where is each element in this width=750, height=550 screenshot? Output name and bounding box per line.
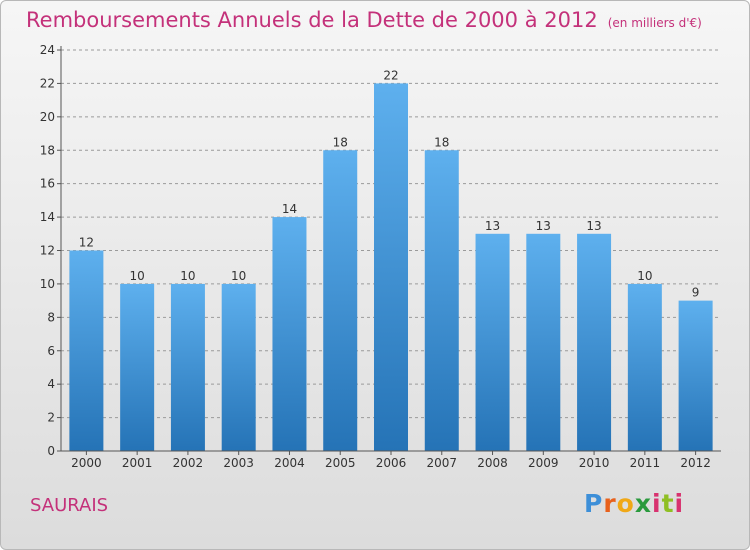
bar-2006 xyxy=(374,83,408,452)
bar-2000 xyxy=(69,250,104,451)
data-label-2009: 13 xyxy=(536,219,551,233)
data-label-2005: 18 xyxy=(333,135,348,149)
bar-2001 xyxy=(120,283,155,451)
y-tick-label-10: 10 xyxy=(40,277,55,291)
y-tick-label-18: 18 xyxy=(40,143,55,157)
data-label-2010: 13 xyxy=(586,219,601,233)
x-tick-label-2010: 2010 xyxy=(579,456,610,470)
bar-2004 xyxy=(272,217,307,451)
commune-name: SAURAIS xyxy=(30,495,109,516)
x-tick-label-2003: 2003 xyxy=(223,456,254,470)
x-tick-label-2011: 2011 xyxy=(630,456,661,470)
y-tick-label-0: 0 xyxy=(47,444,55,458)
x-tick-label-2009: 2009 xyxy=(528,456,559,470)
chart-title: Remboursements Annuels de la Dette de 20… xyxy=(26,8,702,32)
y-tick-label-24: 24 xyxy=(40,43,55,57)
x-tick-label-2007: 2007 xyxy=(426,456,457,470)
x-tick-label-2008: 2008 xyxy=(477,456,508,470)
bar-2007 xyxy=(424,150,459,451)
bar-layer xyxy=(69,83,713,452)
x-tick-label-2005: 2005 xyxy=(325,456,356,470)
proxiti-logo: Proxiti xyxy=(584,489,685,518)
y-tick-label-8: 8 xyxy=(47,310,55,324)
bar-2005 xyxy=(323,150,358,451)
data-label-2001: 10 xyxy=(130,269,145,283)
data-label-2000: 12 xyxy=(79,236,94,250)
data-label-2008: 13 xyxy=(485,219,500,233)
bar-2010 xyxy=(577,233,612,451)
chart-title-unit: (en milliers d'€) xyxy=(607,16,702,30)
y-tick-label-12: 12 xyxy=(40,244,55,258)
x-tick-label-2000: 2000 xyxy=(71,456,102,470)
y-tick-label-22: 22 xyxy=(40,76,55,90)
bar-2008 xyxy=(475,233,510,451)
x-tick-label-2002: 2002 xyxy=(173,456,204,470)
data-label-2012: 9 xyxy=(692,286,700,300)
y-tick-label-20: 20 xyxy=(40,110,55,124)
bar-2009 xyxy=(526,233,561,451)
y-tick-label-6: 6 xyxy=(47,344,55,358)
bar-2003 xyxy=(221,283,256,451)
data-label-2006: 22 xyxy=(383,68,398,82)
y-tick-label-2: 2 xyxy=(47,411,55,425)
x-tick-label-2012: 2012 xyxy=(680,456,711,470)
y-tick-label-16: 16 xyxy=(40,177,55,191)
bar-2002 xyxy=(170,283,205,451)
label-layer: 2000 12 2001 10 2002 10 2003 10 2004 14 2005 18 2006… xyxy=(71,68,711,470)
data-label-2007: 18 xyxy=(434,135,449,149)
x-tick-label-2004: 2004 xyxy=(274,456,305,470)
data-label-2002: 10 xyxy=(180,269,195,283)
x-tick-label-2001: 2001 xyxy=(122,456,153,470)
data-label-2011: 10 xyxy=(637,269,652,283)
y-tick-label-4: 4 xyxy=(47,377,55,391)
data-label-2003: 10 xyxy=(231,269,246,283)
chart-title-text: Remboursements Annuels de la Dette de 20… xyxy=(26,8,598,32)
data-label-2004: 14 xyxy=(282,202,297,216)
bar-2012 xyxy=(678,300,713,451)
y-tick-label-14: 14 xyxy=(40,210,55,224)
bar-2011 xyxy=(627,283,662,451)
x-tick-label-2006: 2006 xyxy=(376,456,407,470)
